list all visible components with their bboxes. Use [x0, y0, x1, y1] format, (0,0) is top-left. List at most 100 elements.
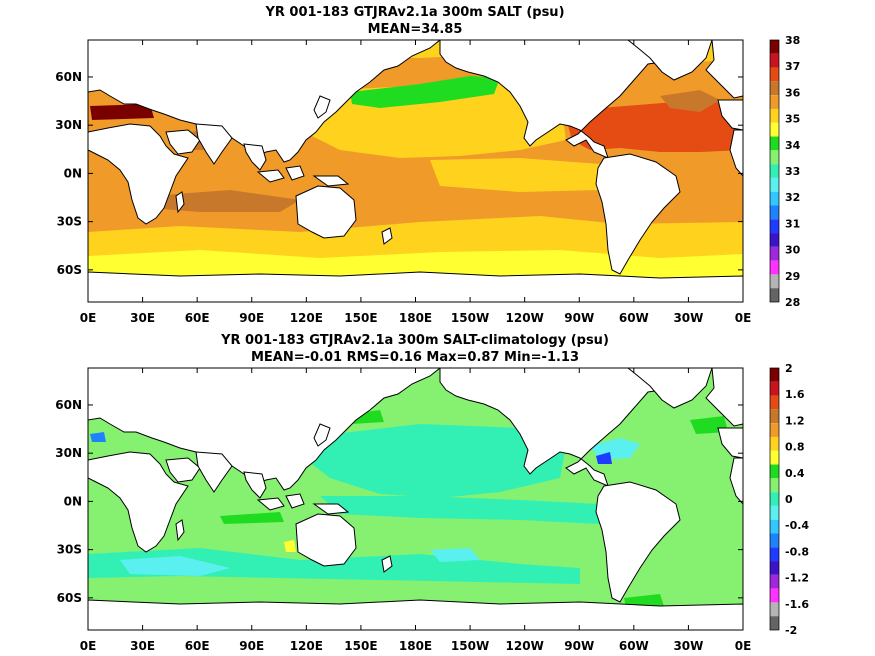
x-tick-label: 90W [564, 639, 594, 653]
top-field-east-pacific [430, 158, 600, 192]
x-tick-label: 120W [506, 311, 544, 325]
x-tick-label: 180E [399, 311, 432, 325]
colorbar-label: -1.2 [785, 572, 809, 585]
x-tick-label: 60W [619, 311, 649, 325]
colorbar-label: 0.4 [785, 467, 805, 480]
colorbar-swatch [770, 368, 779, 382]
colorbar-label: -1.6 [785, 598, 809, 611]
y-tick-label: 30N [55, 446, 82, 460]
y-tick-label: 30S [57, 543, 82, 557]
x-tick-label: 0E [735, 311, 752, 325]
top-colorbar: 38 37 36 35 34 33 32 31 30 29 28 [769, 34, 801, 309]
x-tick-label: 150W [451, 311, 489, 325]
colorbar-label: -0.4 [785, 519, 809, 532]
top-map [88, 40, 743, 302]
colorbar-swatch [770, 436, 779, 451]
bottom-field-south-pacific [430, 548, 480, 562]
colorbar-label: 36 [785, 86, 801, 99]
colorbar-label: 38 [785, 34, 800, 47]
x-tick-label: 0E [80, 639, 97, 653]
x-tick-label: 30E [130, 311, 155, 325]
x-tick-label: 90W [564, 311, 594, 325]
colorbar-label: 34 [785, 139, 801, 152]
x-tick-label: 0E [80, 311, 97, 325]
bottom-x-axis: 0E 30E 60E 90E 120E 150E 180E 150W 120W 90W 60W 30W… [80, 368, 752, 653]
top-title: YR 001-183 GTJRAv2.1a 300m SALT (psu) [264, 5, 564, 20]
top-x-axis: 0E 30E 60E 90E 120E 150E 180E 150W 120W 90W 60W 30W… [80, 40, 752, 325]
x-tick-label: 0E [735, 639, 752, 653]
colorbar-swatch [770, 409, 779, 424]
colorbar-swatch [770, 519, 779, 534]
top-field-north-atlantic [566, 100, 743, 152]
colorbar-swatch [770, 81, 779, 96]
bottom-colorbar: 2 1.6 1.2 0.8 0.4 0 -0.4 -0.8 -1.2 -1.6 -2 [769, 362, 809, 637]
colorbar-label: 29 [785, 270, 800, 283]
colorbar-swatch [770, 492, 779, 506]
colorbar-swatch [770, 561, 779, 575]
x-tick-label: 120W [506, 639, 544, 653]
colorbar-swatch [770, 150, 779, 165]
colorbar-swatch [770, 164, 779, 178]
y-tick-label: 60N [55, 398, 82, 412]
top-field-atlantic-patch [660, 90, 720, 112]
colorbar-swatch [770, 505, 779, 520]
colorbar-label: 33 [785, 165, 800, 178]
colorbar-swatch [770, 274, 779, 289]
colorbar-label: 32 [785, 191, 800, 204]
colorbar-swatch [770, 478, 779, 493]
colorbar-swatch [770, 95, 779, 109]
colorbar-swatch [770, 246, 779, 261]
colorbar-swatch [770, 191, 779, 206]
colorbar-swatch [770, 381, 779, 396]
bottom-field-mediterranean [90, 432, 106, 442]
bottom-field-south-indian [120, 556, 230, 576]
bottom-y-axis: 60N 30N 0N 30S 60S [55, 398, 743, 605]
colorbar-frame [769, 39, 780, 303]
bottom-field-southern-ocean [88, 548, 580, 584]
bottom-field-positive-5 [284, 540, 296, 552]
colorbar-swatch [770, 547, 779, 562]
top-field-mediterranean [90, 104, 154, 120]
bottom-title: YR 001-183 GTJRAv2.1a 300m SALT-climatol… [220, 333, 609, 348]
colorbar-label: 2 [785, 362, 793, 375]
colorbar-swatch [770, 450, 779, 465]
bottom-field-north-pacific [300, 424, 566, 498]
colorbar-label: 0.8 [785, 441, 805, 454]
colorbar-swatch [770, 233, 779, 247]
colorbar-swatch [770, 122, 779, 137]
top-subtitle: MEAN=34.85 [368, 22, 463, 37]
y-tick-label: 30N [55, 118, 82, 132]
x-tick-label: 60E [185, 311, 210, 325]
colorbar-label: 1.6 [785, 388, 805, 401]
x-tick-label: 30E [130, 639, 155, 653]
bottom-field-atlantic-blue [596, 452, 612, 464]
colorbar-frame [769, 367, 780, 631]
x-tick-label: 30W [673, 311, 703, 325]
colorbar-swatch [770, 40, 779, 54]
colorbar-swatch [770, 533, 779, 548]
bottom-field-positive-1 [220, 512, 284, 524]
colorbar-label: 28 [785, 296, 800, 309]
colorbar-label: 1.2 [785, 414, 805, 427]
y-tick-label: 60S [57, 591, 82, 605]
colorbar-label: 0 [785, 493, 793, 506]
x-tick-label: 120E [290, 639, 323, 653]
colorbar-swatch [770, 108, 779, 123]
colorbar-swatch [770, 288, 779, 302]
top-field-south-indian [150, 190, 300, 212]
top-field-subpolar-pacific [350, 76, 500, 108]
colorbar-swatch [770, 395, 779, 410]
colorbar-label: 35 [785, 113, 800, 126]
colorbar-swatch [770, 423, 779, 437]
colorbar-label: 37 [785, 60, 800, 73]
colorbar-swatch [770, 602, 779, 617]
bottom-subtitle: MEAN=-0.01 RMS=0.16 Max=0.87 Min=-1.13 [251, 350, 579, 365]
colorbar-label: -2 [785, 624, 797, 637]
colorbar-swatch [770, 260, 779, 275]
y-tick-label: 30S [57, 215, 82, 229]
colorbar-swatch [770, 177, 779, 192]
colorbar-swatch [770, 219, 779, 234]
colorbar-swatch [770, 205, 779, 220]
x-tick-label: 150E [344, 311, 377, 325]
colorbar-swatch [770, 464, 779, 479]
